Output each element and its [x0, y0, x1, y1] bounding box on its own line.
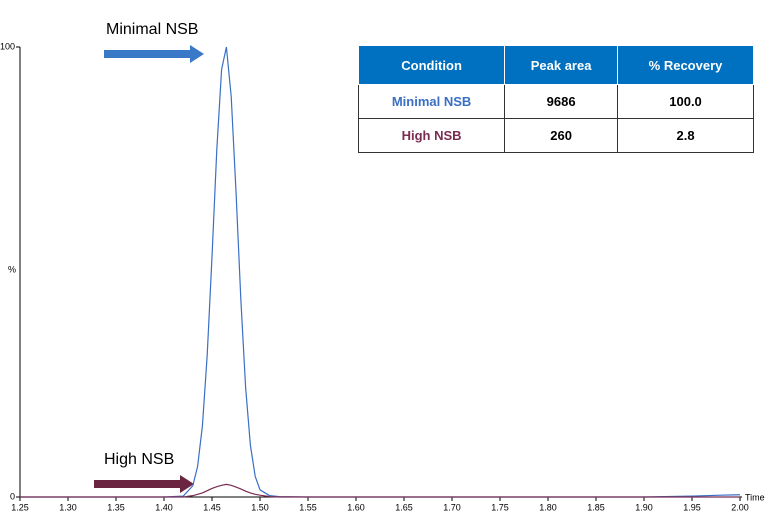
x-tick-label: 1.50: [251, 502, 269, 512]
line-series: [20, 483, 740, 498]
x-tick-label: 1.35: [107, 502, 125, 512]
column-header: Condition: [357, 45, 506, 85]
column-header: % Recovery: [617, 45, 754, 85]
results-table: Condition Peak area% Recovery Minimal NSB 9…: [357, 45, 754, 153]
x-tick-label: 1.90: [635, 502, 653, 512]
annotation: High NSB: [104, 451, 174, 468]
annotation: Minimal NSB: [106, 21, 198, 38]
table-row: High NSB 260 2.8: [357, 118, 754, 153]
column-header: Peak area: [504, 45, 619, 85]
y-axis-label: %: [8, 264, 16, 274]
table-cell: 100.0: [617, 84, 754, 119]
arrow: [94, 475, 194, 493]
table-cell: 2.8: [617, 118, 754, 153]
x-tick-label: 2.00: [731, 502, 749, 512]
x-tick-label: 1.45: [203, 502, 221, 512]
table-row: Minimal NSB 9686 100.0: [357, 84, 754, 119]
x-tick-label: 1.95: [683, 502, 701, 512]
x-tick-label: 1.75: [491, 502, 509, 512]
table-cell: High NSB: [357, 118, 506, 153]
x-tick-label: 1.80: [539, 502, 557, 512]
table-cell: 9686: [504, 84, 619, 119]
x-tick-label: 1.25: [11, 502, 29, 512]
arrow: [104, 45, 204, 63]
x-tick-label: 1.55: [299, 502, 317, 512]
x-tick-label: 1.70: [443, 502, 461, 512]
y-tick-label: 0: [10, 491, 15, 501]
header-row: Condition Peak area% Recovery: [357, 45, 754, 85]
table-cell: 260: [504, 118, 619, 153]
x-tick-label: 1.40: [155, 502, 173, 512]
y-tick-label: 100: [0, 41, 15, 51]
x-tick-label: 1.85: [587, 502, 605, 512]
x-axis-label: Time: [745, 492, 765, 502]
x-tick-label: 1.60: [347, 502, 365, 512]
x-tick-label: 1.30: [59, 502, 77, 512]
table-cell: Minimal NSB: [357, 84, 506, 119]
x-tick-label: 1.65: [395, 502, 413, 512]
